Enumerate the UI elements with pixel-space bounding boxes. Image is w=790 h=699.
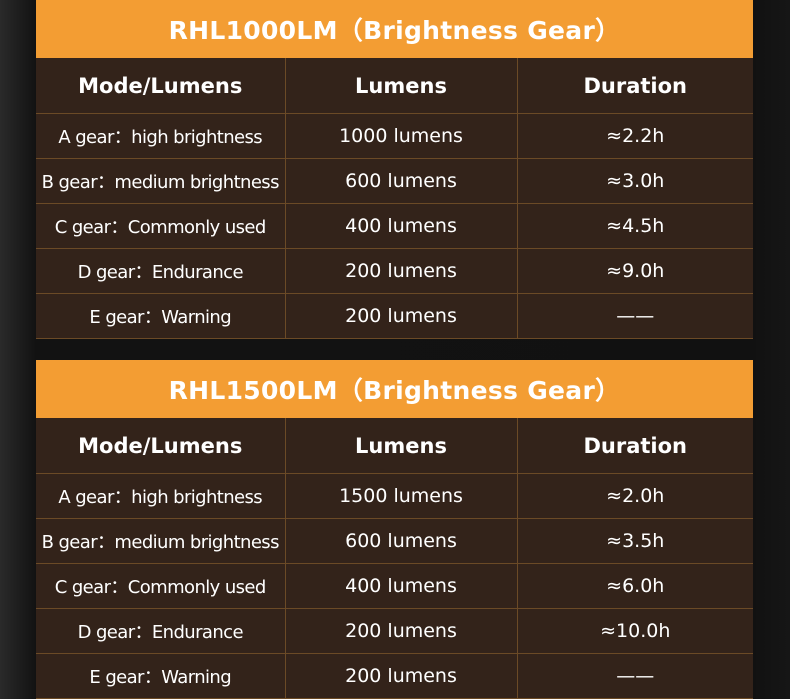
lumens-cell: 400 lumens <box>284 563 518 609</box>
mode-cell: E gear：Warning <box>36 653 286 699</box>
mode-cell: A gear：high brightness <box>36 473 286 519</box>
lumens-cell: 600 lumens <box>284 158 518 204</box>
table-row: D gear：Endurance 200 lumens ≈9.0h <box>36 248 753 294</box>
lumens-cell: 200 lumens <box>284 608 518 654</box>
lumens-cell: 400 lumens <box>284 203 518 249</box>
mode-cell: D gear：Endurance <box>36 248 286 294</box>
mode-cell: A gear：high brightness <box>36 113 286 159</box>
column-header: Duration <box>516 418 753 474</box>
table-title: RHL1000LM（Brightness Gear） <box>36 0 753 58</box>
table-title: RHL1500LM（Brightness Gear） <box>36 360 753 418</box>
table-row: B gear：medium brightness 600 lumens ≈3.5h <box>36 518 753 564</box>
duration-cell: ≈3.5h <box>516 518 753 564</box>
mode-cell: C gear：Commonly used <box>36 203 286 249</box>
lumens-cell: 1500 lumens <box>284 473 518 519</box>
mode-cell: D gear：Endurance <box>36 608 286 654</box>
duration-cell: ≈2.2h <box>516 113 753 159</box>
duration-cell: ≈10.0h <box>516 608 753 654</box>
lumens-cell: 200 lumens <box>284 653 518 699</box>
duration-cell: ≈3.0h <box>516 158 753 204</box>
table-row: A gear：high brightness 1000 lumens ≈2.2h <box>36 113 753 159</box>
mode-cell: C gear：Commonly used <box>36 563 286 609</box>
table-row: E gear：Warning 200 lumens —— <box>36 653 753 699</box>
brightness-table-1: RHL1000LM（Brightness Gear） Mode/Lumens Lum… <box>36 0 753 339</box>
column-header: Lumens <box>284 58 518 114</box>
duration-cell: —— <box>516 293 753 339</box>
mode-cell: B gear：medium brightness <box>36 518 286 564</box>
duration-cell: ≈4.5h <box>516 203 753 249</box>
table-row: A gear：high brightness 1500 lumens ≈2.0h <box>36 473 753 519</box>
table-row: E gear：Warning 200 lumens —— <box>36 293 753 339</box>
duration-cell: ≈6.0h <box>516 563 753 609</box>
column-header: Mode/Lumens <box>36 418 286 474</box>
lumens-cell: 200 lumens <box>284 248 518 294</box>
table-row: C gear：Commonly used 400 lumens ≈4.5h <box>36 203 753 249</box>
lumens-cell: 200 lumens <box>284 293 518 339</box>
header-row: Mode/Lumens Lumens Duration <box>36 418 753 474</box>
lumens-cell: 600 lumens <box>284 518 518 564</box>
table-row: B gear：medium brightness 600 lumens ≈3.0h <box>36 158 753 204</box>
header-row: Mode/Lumens Lumens Duration <box>36 58 753 114</box>
column-header: Duration <box>516 58 753 114</box>
duration-cell: —— <box>516 653 753 699</box>
column-header: Lumens <box>284 418 518 474</box>
table-row: C gear：Commonly used 400 lumens ≈6.0h <box>36 563 753 609</box>
brightness-table-2: RHL1500LM（Brightness Gear） Mode/Lumens Lum… <box>36 360 753 699</box>
duration-cell: ≈2.0h <box>516 473 753 519</box>
mode-cell: B gear：medium brightness <box>36 158 286 204</box>
mode-cell: E gear：Warning <box>36 293 286 339</box>
table-row: D gear：Endurance 200 lumens ≈10.0h <box>36 608 753 654</box>
column-header: Mode/Lumens <box>36 58 286 114</box>
lumens-cell: 1000 lumens <box>284 113 518 159</box>
duration-cell: ≈9.0h <box>516 248 753 294</box>
